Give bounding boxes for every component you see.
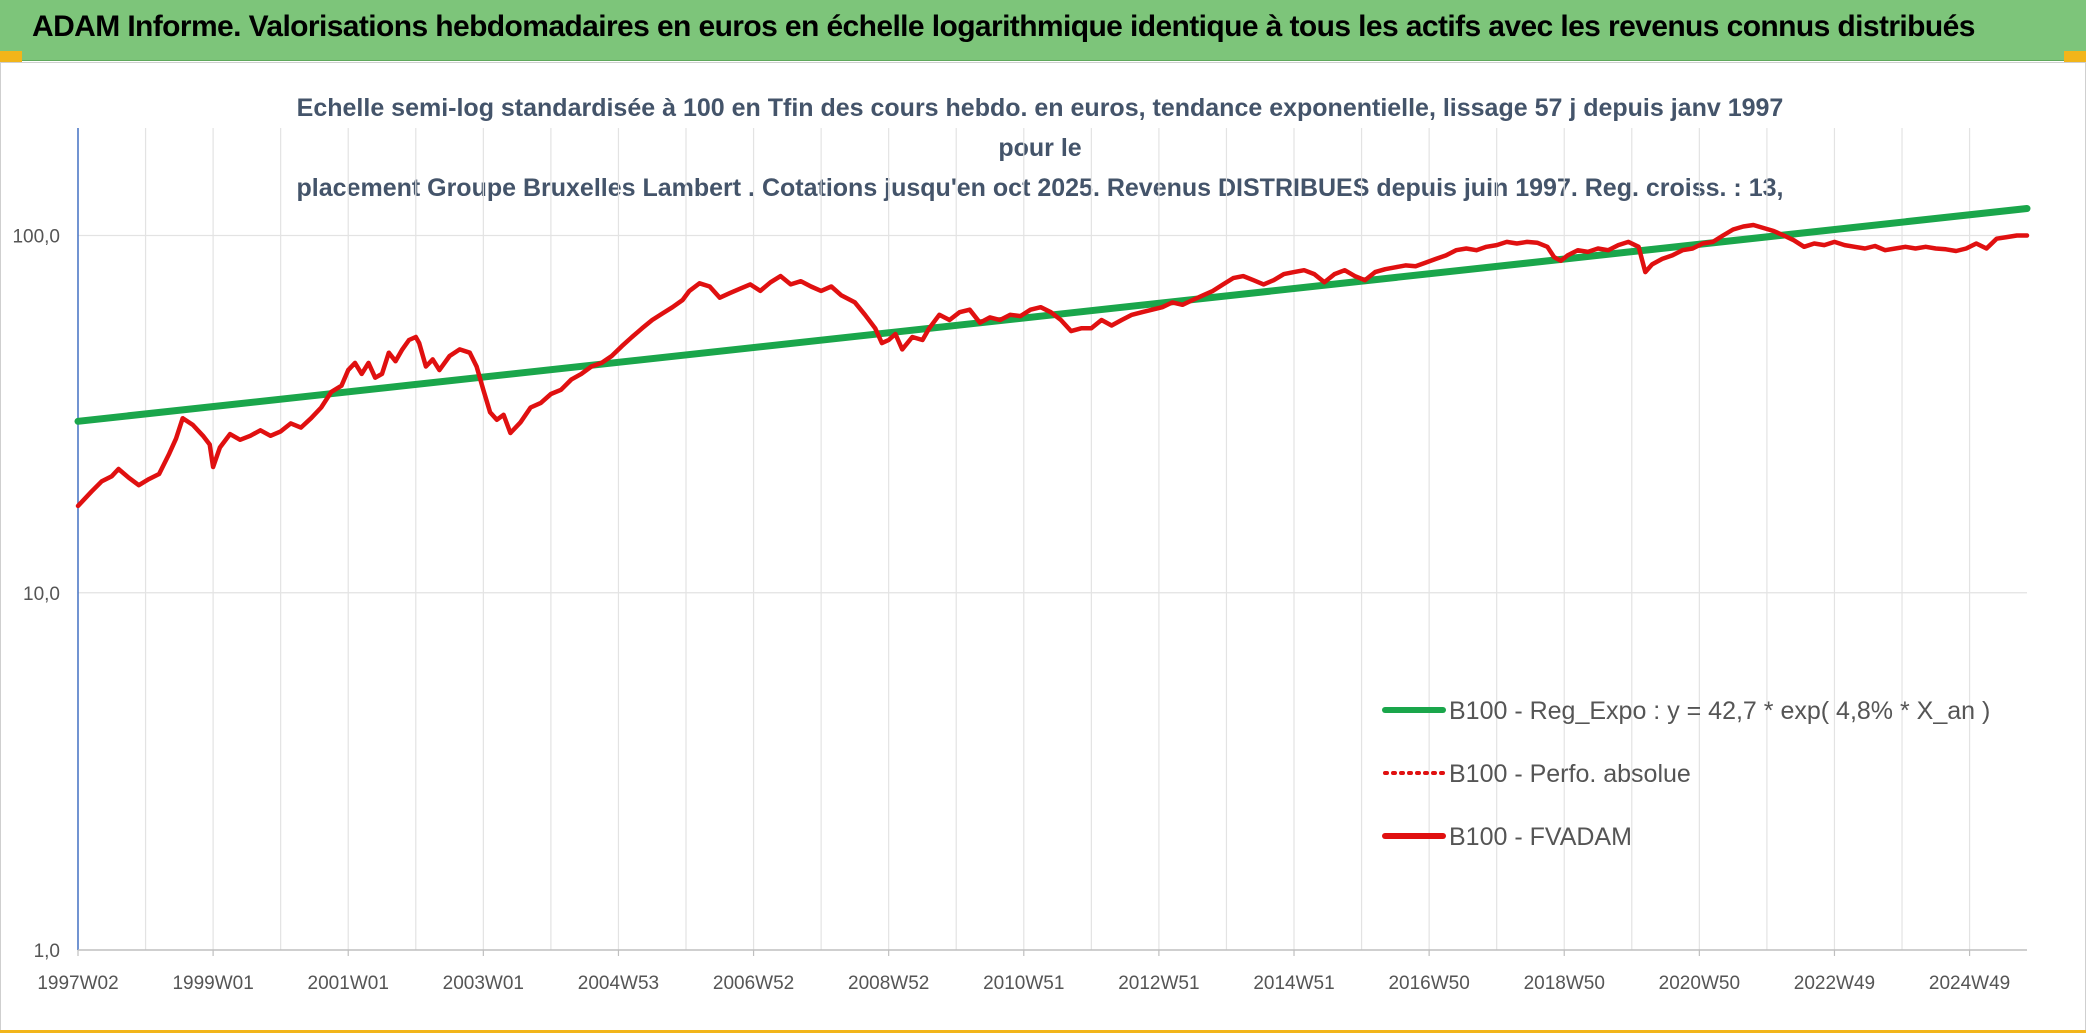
x-tick-label: 2024W49 (1929, 973, 2010, 994)
x-tick-label: 2003W01 (443, 973, 524, 994)
x-tick-label: 2008W52 (848, 973, 929, 994)
x-tick-label: 2014W51 (1253, 973, 1334, 994)
y-tick-label: 10,0 (23, 584, 60, 605)
axes: 1,0 10,0 100,0 1997W02 1999W01 2001W01 2003W01… (12, 128, 2027, 994)
legend-label-1: B100 - Perfo. absolue (1449, 760, 1691, 788)
legend-label-0: B100 - Reg_Expo : y = 42,7 * exp( 4,8% *… (1449, 697, 1990, 725)
x-tick-label: 2022W49 (1794, 973, 1875, 994)
grid (77, 128, 2027, 950)
x-tick-label: 2010W51 (983, 973, 1064, 994)
x-tick-label: 2001W01 (308, 973, 389, 994)
page-title: ADAM Informe. Valorisations hebdomadaire… (32, 10, 1975, 43)
legend-label-2: B100 - FVADAM (1449, 823, 1632, 851)
y-tick-label: 1,0 (34, 941, 60, 962)
x-tick-label: 2012W51 (1118, 973, 1199, 994)
x-tick-label: 1997W02 (37, 973, 118, 994)
legend: B100 - Reg_Expo : y = 42,7 * exp( 4,8% *… (1382, 697, 1990, 851)
x-tick-label: 2018W50 (1524, 973, 1605, 994)
corner-decoration-left (0, 51, 22, 63)
bottom-border (0, 1030, 2086, 1033)
series-line-2 (75, 222, 2030, 509)
x-tick-label: 2016W50 (1388, 973, 1469, 994)
x-tick-label: 2006W52 (713, 973, 794, 994)
chart-title-line-1: Echelle semi-log standardisée à 100 en T… (296, 94, 1784, 162)
corner-decoration-right (2064, 51, 2086, 63)
x-tick-label: 1999W01 (172, 973, 253, 994)
chart-title-line-2: placement Groupe Bruxelles Lambert . Cot… (296, 174, 1784, 202)
x-tick-label: 2020W50 (1659, 973, 1740, 994)
chart-title: Echelle semi-log standardisée à 100 en T… (270, 88, 1810, 208)
y-tick-label: 100,0 (12, 227, 60, 248)
x-tick-label: 2004W53 (578, 973, 659, 994)
header-banner: ADAM Informe. Valorisations hebdomadaire… (0, 0, 2086, 61)
series-lines (74, 205, 2031, 509)
